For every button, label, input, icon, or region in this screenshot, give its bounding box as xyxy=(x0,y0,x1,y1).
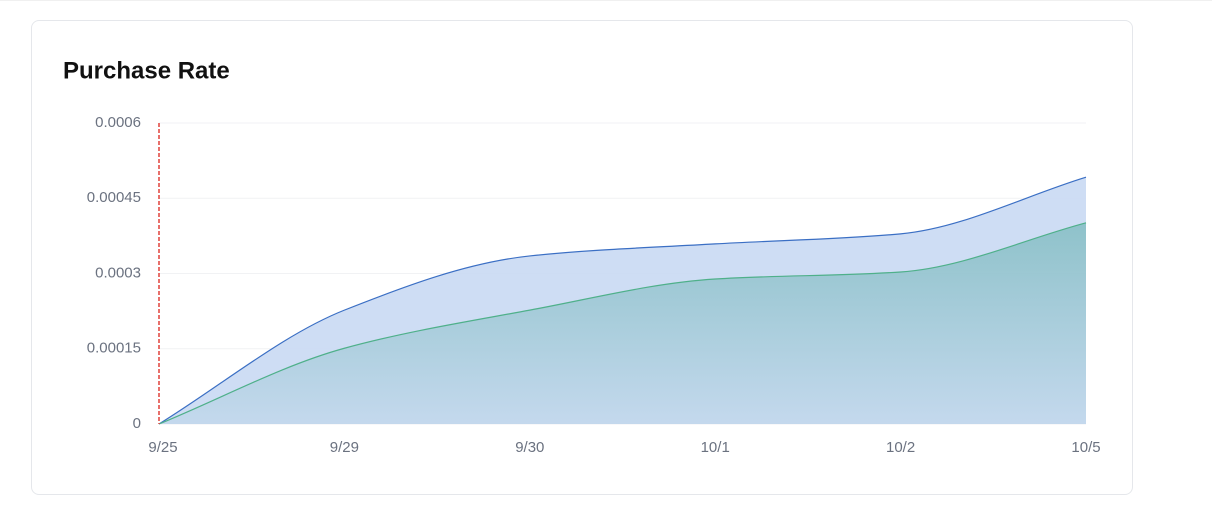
y-tick-label: 0.0003 xyxy=(95,264,141,281)
x-tick-label: 10/5 xyxy=(1071,439,1100,456)
divider xyxy=(0,0,1212,1)
x-tick-label: 10/2 xyxy=(886,439,915,456)
x-tick-label: 10/1 xyxy=(701,439,730,456)
area-fill xyxy=(159,222,1086,424)
y-tick-label: 0.00045 xyxy=(87,189,141,206)
card xyxy=(31,20,1133,495)
x-tick-label: 9/30 xyxy=(515,439,544,456)
y-tick-label: 0.00015 xyxy=(87,340,141,357)
x-tick-label: 9/25 xyxy=(148,439,177,456)
y-tick-label: 0 xyxy=(133,415,141,432)
chart-title: Purchase Rate xyxy=(63,57,230,84)
line xyxy=(158,176,1087,425)
x-tick-label: 9/29 xyxy=(330,439,359,456)
y-tick-label: 0.0006 xyxy=(95,114,141,131)
line xyxy=(158,222,1087,425)
